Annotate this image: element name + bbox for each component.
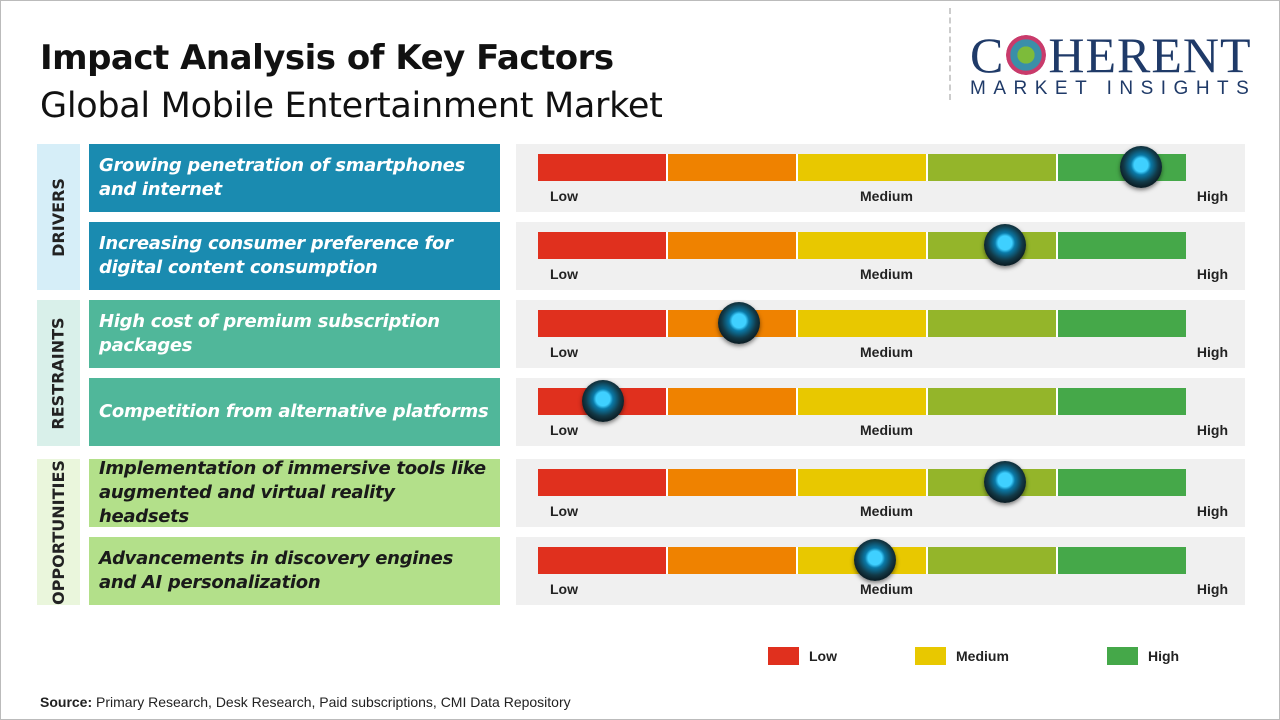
source-note: Source: Primary Research, Desk Research,… bbox=[40, 694, 571, 710]
legend-low: Low bbox=[768, 647, 837, 665]
scale-medium: Medium bbox=[860, 344, 913, 360]
category-opportunities: OPPORTUNITIES bbox=[37, 459, 80, 605]
scale-medium: Medium bbox=[860, 422, 913, 438]
factor-label: Implementation of immersive tools like a… bbox=[89, 458, 500, 527]
scale-high: High bbox=[1196, 344, 1228, 360]
gauge-segment bbox=[798, 388, 928, 415]
factor-label: Growing penetration of smartphones and i… bbox=[89, 144, 500, 212]
scale-high: High bbox=[1196, 503, 1228, 519]
impact-gauge: Low Medium High bbox=[516, 459, 1245, 527]
gauge-segment bbox=[668, 232, 798, 259]
logo: C HERENT MARKET INSIGHTS bbox=[970, 27, 1257, 99]
category-restraints: RESTRAINTS bbox=[37, 300, 80, 446]
impact-marker bbox=[1119, 146, 1162, 188]
impact-marker bbox=[983, 461, 1026, 503]
impact-gauge: Low Medium High bbox=[516, 378, 1245, 446]
scale-low: Low bbox=[550, 266, 578, 282]
page-subtitle: Global Mobile Entertainment Market bbox=[40, 86, 663, 126]
impact-marker bbox=[853, 539, 896, 581]
divider bbox=[949, 8, 951, 100]
impact-marker bbox=[581, 380, 624, 422]
category-drivers: DRIVERS bbox=[37, 144, 80, 290]
gauge-segment bbox=[538, 310, 668, 337]
scale-high: High bbox=[1196, 266, 1228, 282]
gauge-segment bbox=[1058, 388, 1186, 415]
legend-swatch bbox=[1107, 647, 1138, 665]
impact-gauge: Low Medium High bbox=[516, 222, 1245, 290]
scale-low: Low bbox=[550, 344, 578, 360]
scale-high: High bbox=[1196, 188, 1228, 204]
gauge-segment bbox=[798, 469, 928, 496]
gauge-segment bbox=[668, 547, 798, 574]
gauge-bar bbox=[538, 310, 1186, 337]
gauge-segment bbox=[928, 154, 1058, 181]
gauge-bar bbox=[538, 232, 1186, 259]
scale-medium: Medium bbox=[860, 188, 913, 204]
gauge-segment bbox=[538, 154, 668, 181]
scale-medium: Medium bbox=[860, 266, 913, 282]
impact-marker bbox=[983, 224, 1026, 266]
globe-dots-icon bbox=[1006, 35, 1047, 75]
gauge-bar bbox=[538, 469, 1186, 496]
factor-label: Increasing consumer preference for digit… bbox=[89, 222, 500, 290]
impact-gauge: Low Medium High bbox=[516, 300, 1245, 368]
gauge-segment bbox=[668, 154, 798, 181]
legend-medium: Medium bbox=[915, 647, 1009, 665]
gauge-segment bbox=[668, 469, 798, 496]
gauge-segment bbox=[928, 388, 1058, 415]
gauge-segment bbox=[928, 310, 1058, 337]
gauge-segment bbox=[538, 232, 668, 259]
legend-swatch bbox=[768, 647, 799, 665]
legend-high: High bbox=[1107, 647, 1179, 665]
gauge-segment bbox=[798, 154, 928, 181]
gauge-bar bbox=[538, 154, 1186, 181]
factor-label: High cost of premium subscription packag… bbox=[89, 300, 500, 368]
scale-high: High bbox=[1196, 422, 1228, 438]
gauge-segment bbox=[1058, 547, 1186, 574]
gauge-segment bbox=[538, 547, 668, 574]
impact-gauge: Low Medium High bbox=[516, 537, 1245, 605]
gauge-segment bbox=[928, 547, 1058, 574]
scale-high: High bbox=[1196, 581, 1228, 597]
gauge-segment bbox=[798, 232, 928, 259]
legend-swatch bbox=[915, 647, 946, 665]
scale-low: Low bbox=[550, 188, 578, 204]
gauge-segment bbox=[798, 310, 928, 337]
gauge-segment bbox=[538, 469, 668, 496]
gauge-segment bbox=[668, 388, 798, 415]
impact-gauge: Low Medium High bbox=[516, 144, 1245, 212]
gauge-segment bbox=[1058, 232, 1186, 259]
factor-label: Advancements in discovery engines and AI… bbox=[89, 537, 500, 605]
impact-marker bbox=[717, 302, 760, 344]
scale-low: Low bbox=[550, 503, 578, 519]
page-title: Impact Analysis of Key Factors bbox=[40, 38, 614, 78]
scale-low: Low bbox=[550, 581, 578, 597]
scale-medium: Medium bbox=[860, 503, 913, 519]
scale-low: Low bbox=[550, 422, 578, 438]
gauge-segment bbox=[1058, 469, 1186, 496]
factor-label: Competition from alternative platforms bbox=[89, 378, 500, 446]
scale-medium: Medium bbox=[860, 581, 913, 597]
gauge-segment bbox=[1058, 310, 1186, 337]
gauge-bar bbox=[538, 388, 1186, 415]
